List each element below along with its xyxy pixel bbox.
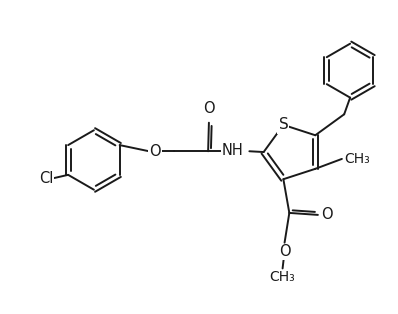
Text: CH₃: CH₃ bbox=[270, 270, 295, 284]
Text: O: O bbox=[150, 144, 161, 159]
Text: O: O bbox=[279, 244, 291, 259]
Text: NH: NH bbox=[222, 143, 244, 158]
Text: O: O bbox=[321, 207, 333, 222]
Text: S: S bbox=[279, 117, 288, 133]
Text: O: O bbox=[203, 100, 215, 116]
Text: Cl: Cl bbox=[39, 171, 53, 186]
Text: CH₃: CH₃ bbox=[345, 152, 371, 166]
